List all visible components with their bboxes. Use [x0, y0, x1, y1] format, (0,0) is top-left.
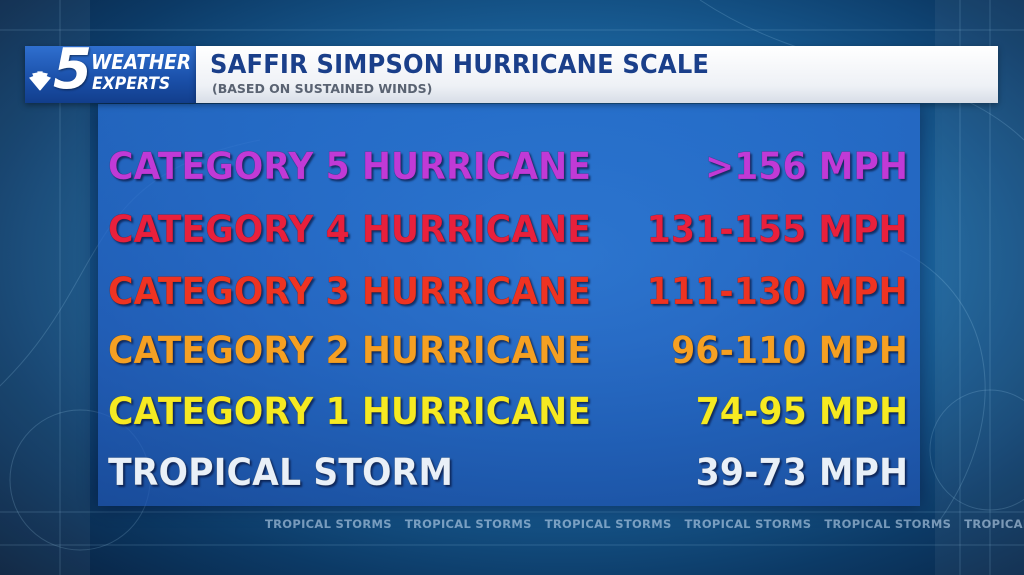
category-label: CATEGORY 1 HURRICANE	[108, 390, 591, 434]
station-logo: 5 WEATHER EXPERTS	[25, 42, 196, 103]
category-label: TROPICAL STORM	[108, 451, 453, 495]
wind-range: 74-95 MPH	[695, 390, 908, 434]
page-title: SAFFIR SIMPSON HURRICANE SCALE	[210, 50, 710, 80]
category-label: CATEGORY 3 HURRICANE	[108, 270, 591, 314]
scale-row-cat5: CATEGORY 5 HURRICANE >156 MPH	[108, 142, 908, 192]
wind-range: 96-110 MPH	[671, 329, 908, 373]
scale-row-cat3: CATEGORY 3 HURRICANE 111-130 MPH	[108, 267, 908, 317]
category-label: CATEGORY 2 HURRICANE	[108, 329, 591, 373]
logo-line1: WEATHER	[91, 50, 192, 74]
wind-range: 131-155 MPH	[647, 208, 908, 252]
scale-row-cat4: CATEGORY 4 HURRICANE 131-155 MPH	[108, 205, 908, 255]
logo-number: 5	[53, 37, 92, 102]
ticker-item: TROPICAL STORMS	[544, 517, 672, 531]
logo-line2: EXPERTS	[92, 74, 171, 94]
category-label: CATEGORY 4 HURRICANE	[108, 208, 591, 252]
ticker-item: TROPICAL STORMS	[824, 517, 952, 531]
page-subtitle: (BASED ON SUSTAINED WINDS)	[212, 81, 433, 96]
scale-panel	[98, 104, 920, 506]
ticker-item: TROPICAL STORMS	[265, 517, 392, 531]
title-bar: SAFFIR SIMPSON HURRICANE SCALE (BASED ON…	[196, 46, 998, 103]
wind-range: >156 MPH	[704, 145, 909, 189]
ticker-strip: TROPICAL STORMS TROPICAL STORMS TROPICAL S…	[265, 517, 1024, 535]
wind-range: 39-73 MPH	[695, 451, 908, 495]
ticker-item: TROPICAL STORMS	[404, 517, 532, 531]
wind-range: 111-130 MPH	[647, 270, 908, 314]
scale-row-cat1: CATEGORY 1 HURRICANE 74-95 MPH	[108, 387, 908, 437]
scale-row-cat2: CATEGORY 2 HURRICANE 96-110 MPH	[108, 326, 908, 376]
peacock-icon	[29, 71, 51, 91]
ticker-item: TROPICAL STORMS	[684, 517, 812, 531]
scale-row-tropical-storm: TROPICAL STORM 39-73 MPH	[108, 448, 908, 498]
ticker-item: TROPICAL STORMS	[964, 517, 1024, 531]
category-label: CATEGORY 5 HURRICANE	[108, 145, 591, 189]
